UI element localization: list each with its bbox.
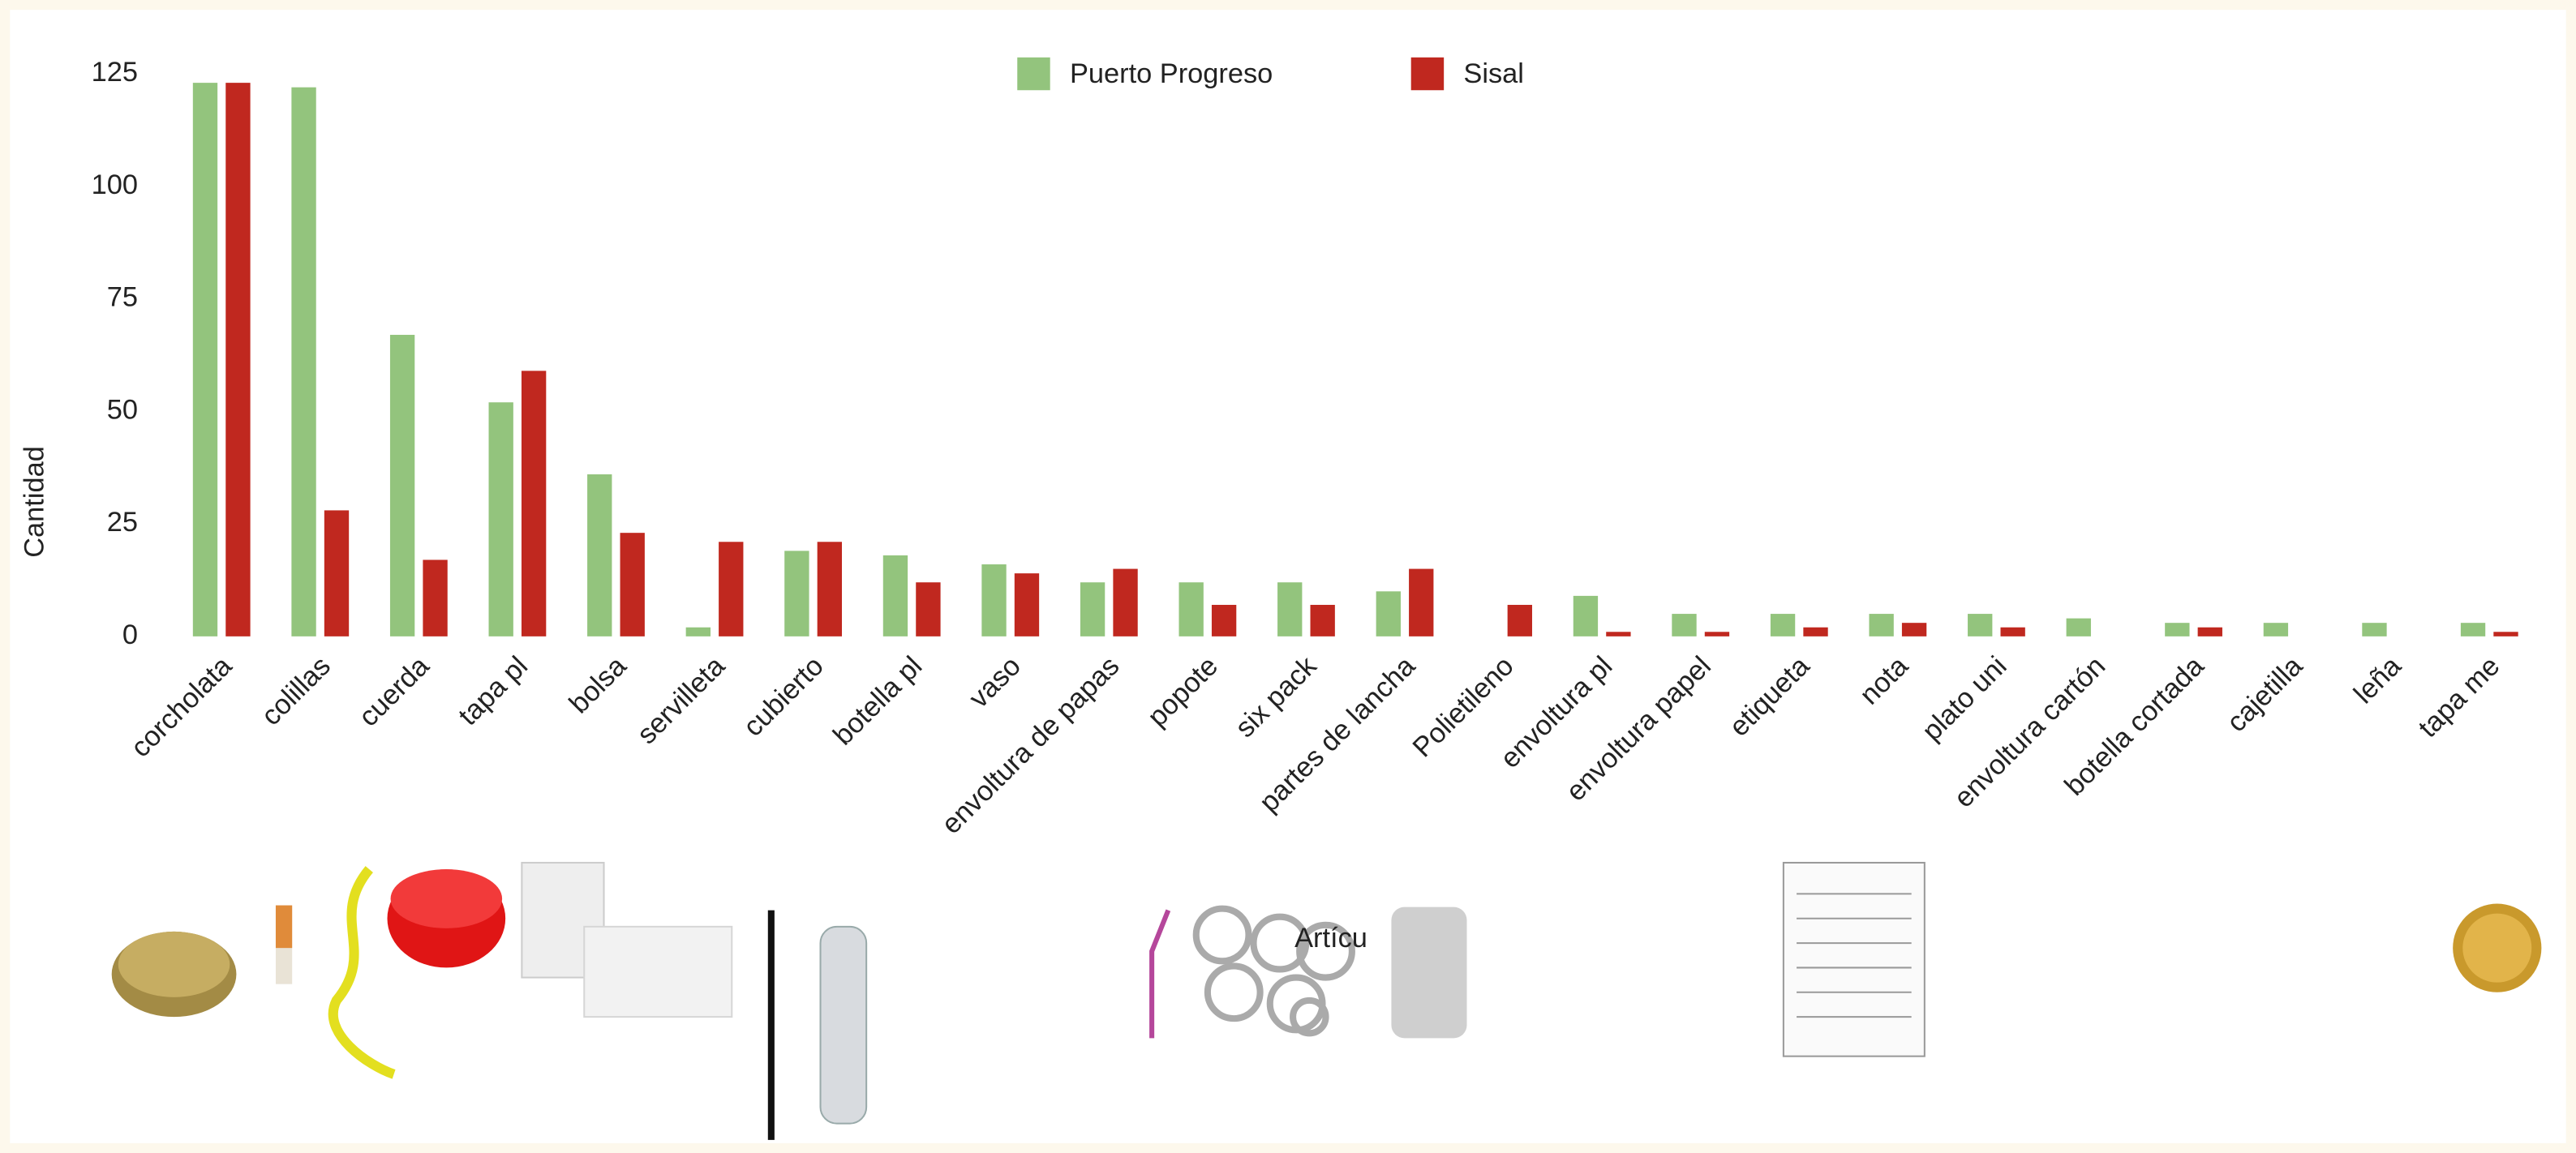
item-pictures <box>111 861 2542 1140</box>
bar <box>423 559 448 637</box>
bar <box>882 555 908 637</box>
bar <box>916 582 941 637</box>
bar <box>1803 627 1828 637</box>
legend-label: Sisal <box>1463 58 1524 89</box>
y-tick-label: 100 <box>92 169 138 200</box>
y-tick-label: 75 <box>107 282 138 313</box>
bar <box>2165 623 2190 637</box>
bar <box>1014 573 1040 637</box>
legend-label: Puerto Progreso <box>1070 58 1273 89</box>
bar <box>817 542 843 637</box>
bar <box>488 402 513 637</box>
bar <box>2000 627 2025 637</box>
x-axis-title: Artícu <box>1294 923 1367 954</box>
bar <box>192 83 218 637</box>
y-tick-label: 125 <box>92 57 138 88</box>
bar <box>2197 627 2222 637</box>
bar <box>389 334 415 637</box>
bar <box>1968 614 1993 637</box>
y-tick-label: 0 <box>122 619 138 650</box>
bar <box>324 510 350 637</box>
bar <box>1179 582 1204 637</box>
y-tick-label: 50 <box>107 394 138 425</box>
bar <box>1770 614 1796 637</box>
bar <box>1376 591 1401 637</box>
y-tick-label: 25 <box>107 507 138 538</box>
bar <box>2362 623 2387 637</box>
bar <box>1672 614 1697 637</box>
legend-swatch <box>1017 57 1050 91</box>
bar <box>1113 568 1138 637</box>
bar <box>2263 623 2289 637</box>
bar <box>2493 632 2518 637</box>
bar <box>225 83 251 637</box>
legend-swatch <box>1410 57 1445 91</box>
y-axis-title: Cantidad <box>19 446 50 558</box>
bar <box>1573 595 1599 637</box>
bar <box>291 87 316 637</box>
bar <box>2460 623 2486 637</box>
bar <box>719 542 744 637</box>
bar <box>1080 582 1106 637</box>
bar <box>1507 604 1532 637</box>
bar <box>1277 582 1303 637</box>
bar <box>1606 632 1631 637</box>
bar <box>784 551 809 637</box>
bar <box>981 564 1007 637</box>
bar <box>1704 632 1730 637</box>
bar <box>521 371 547 637</box>
bar <box>2066 618 2091 637</box>
bar <box>620 533 645 637</box>
bar <box>1869 614 1894 637</box>
bar <box>1310 604 1335 637</box>
bar <box>685 627 711 637</box>
bar <box>1211 604 1237 637</box>
bar <box>1901 623 1927 637</box>
bar <box>1409 568 1434 637</box>
bar <box>587 474 612 637</box>
